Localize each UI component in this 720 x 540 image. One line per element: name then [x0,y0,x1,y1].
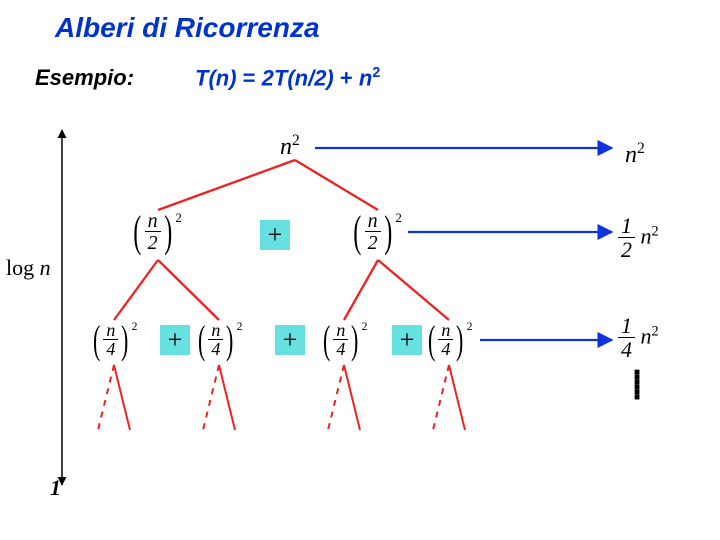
depth-log: log [6,255,34,280]
rowsum2-base: n [641,324,652,349]
rowsum0-base: n [625,142,637,168]
rowsum1-num: 1 [618,215,635,238]
rowsum2-num: 1 [618,315,635,338]
rowsum1-den: 2 [618,238,635,262]
leaf-label: 1 [50,475,61,501]
rowsum-0: n2 [625,140,645,169]
edge-l1-0-l2-1 [158,260,219,320]
leaf-edges [98,365,465,430]
plus-l1: + [260,220,290,250]
depth-label: log n [6,255,51,281]
vertical-dots: ■■■■■■ [634,370,640,400]
tree-l2-1: (n4)2 [195,320,243,360]
page-title: Alberi di Ricorrenza [55,12,320,44]
root-exp: 2 [292,132,300,149]
formula-base: n [359,65,372,90]
formula-exp: 2 [372,65,380,81]
rowsum1-exp: 2 [652,223,659,239]
tree-l2-0: (n4)2 [90,320,138,360]
rowsum-2: 14 n2 [618,315,659,362]
edge-l1-1-l2-2 [344,260,378,320]
l2-2-den: 4 [333,340,348,360]
edge-l1-1-l2-3 [378,260,449,320]
formula-lhs: T(n) [195,65,237,90]
edge-l1-0-l2-0 [114,260,158,320]
example-label: Esempio: [35,65,134,91]
l2-3-exp: 2 [467,320,473,333]
l1-0-den: 2 [145,232,161,254]
l1-0-num: n [145,211,161,232]
l1-1-den: 2 [365,232,381,254]
formula-t: T(n/2) [274,65,334,90]
l2-3-num: n [438,321,453,340]
rowsum0-exp: 2 [637,140,645,157]
tree-root: n2 [280,132,300,161]
tree-l1-1: (n2)2 [350,210,402,254]
l2-1-num: n [208,321,223,340]
formula-eq: = [243,65,262,90]
tree-l2-3: (n4)2 [425,320,473,360]
l2-0-exp: 2 [132,320,138,333]
l1-1-exp: 2 [395,210,402,225]
edge-r-l1-0 [158,160,295,210]
root-base: n [280,134,292,160]
l2-2-exp: 2 [362,320,368,333]
plus-l2-1: + [275,325,305,355]
recurrence-formula: T(n) = 2T(n/2) + n2 [195,65,380,91]
depth-var: n [40,255,51,280]
l2-3-den: 4 [438,340,453,360]
l1-0-exp: 2 [175,210,182,225]
rowsum2-den: 4 [618,338,635,362]
l2-1-den: 4 [208,340,223,360]
l2-2-num: n [333,321,348,340]
tree-l2-2: (n4)2 [320,320,368,360]
rowsum1-base: n [641,224,652,249]
l2-0-num: n [103,321,118,340]
l2-0-den: 4 [103,340,118,360]
plus-l2-2: + [392,325,422,355]
rowsum-1: 12 n2 [618,215,659,262]
l1-1-num: n [365,211,381,232]
formula-coef: 2 [262,65,274,90]
edge-r-l1-1 [295,160,378,210]
rowsum2-exp: 2 [652,323,659,339]
formula-plus: + [340,65,359,90]
plus-l2-0: + [160,325,190,355]
tree-l1-0: (n2)2 [130,210,182,254]
l2-1-exp: 2 [237,320,243,333]
